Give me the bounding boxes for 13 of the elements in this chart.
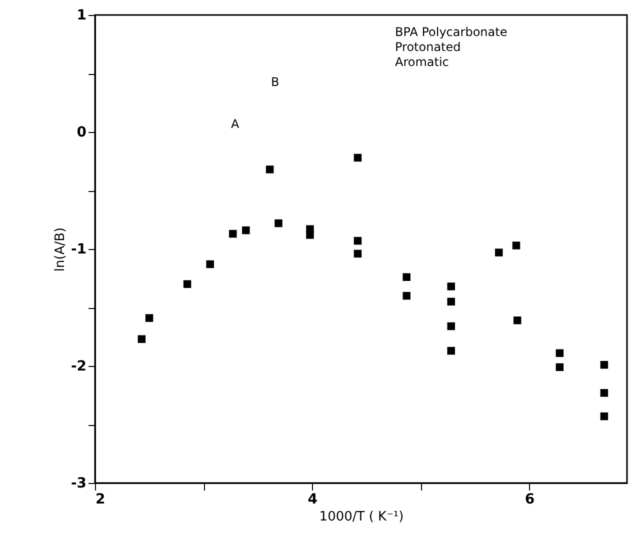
x-axis-title: 1000/T ( K⁻¹) [319, 510, 404, 524]
annotation: B [271, 75, 280, 89]
y-tick-label: 0 [76, 124, 87, 140]
y-axis-title: ln(A/B) [52, 227, 68, 272]
y-tick-label: -1 [70, 242, 86, 258]
x-tick-label: 4 [308, 492, 318, 508]
annotation: A [231, 117, 240, 131]
x-tick-label: 6 [524, 492, 535, 508]
y-tick-label: -2 [70, 358, 86, 374]
y-tick-label: 1 [76, 8, 86, 24]
text: BPA Polycarbonate Protonated Aromatic [395, 25, 508, 69]
y-tick-label: -3 [70, 476, 86, 492]
x-tick-label: 2 [96, 492, 106, 508]
